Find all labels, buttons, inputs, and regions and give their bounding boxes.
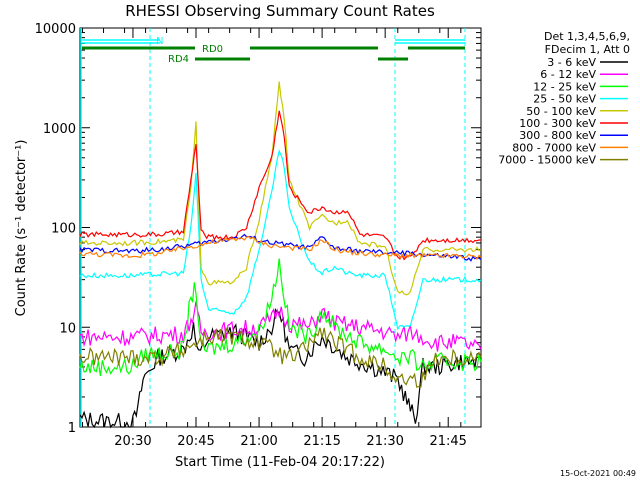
series-line xyxy=(79,307,482,429)
legend: Det 1,3,4,5,6,9, FDecim 1, Att 0 3 - 6 k… xyxy=(498,30,630,167)
legend-label: 50 - 100 keV xyxy=(526,105,596,118)
legend-header-line2: FDecim 1, Att 0 xyxy=(545,43,630,56)
rd0-label: RD0 xyxy=(202,44,223,55)
y-tick-label: 1 xyxy=(68,421,76,436)
legend-label: 3 - 6 keV xyxy=(547,56,596,69)
legend-label: 25 - 50 keV xyxy=(533,93,596,106)
legend-header-line1: Det 1,3,4,5,6,9, xyxy=(544,30,630,43)
night-label: N xyxy=(156,36,163,47)
legend-label: 12 - 25 keV xyxy=(533,80,596,93)
x-tick-label: 21:30 xyxy=(366,434,403,449)
y-tick-label: 10 xyxy=(59,321,76,336)
x-tick-label: 20:45 xyxy=(177,434,214,449)
series-line xyxy=(79,233,482,262)
x-tick-labels: 20:30 20:45 21:00 21:15 21:30 21:45 xyxy=(114,434,467,449)
series-line xyxy=(79,258,482,376)
y-tick-label: 10000 xyxy=(35,22,76,37)
y-tick-label: 100 xyxy=(51,222,76,237)
series-line xyxy=(79,235,482,261)
series-line xyxy=(79,81,482,296)
x-tick-label: 20:30 xyxy=(114,434,151,449)
y-tick-labels: 1 10 100 1000 10000 xyxy=(35,22,76,436)
annotation-layer: N RD0 RD4 xyxy=(80,28,466,427)
rd4-label: RD4 xyxy=(168,54,189,65)
series-layer xyxy=(79,81,482,429)
plot-frame xyxy=(79,27,482,428)
y-tick-label: 1000 xyxy=(43,122,76,137)
y-axis-label: Count Rate (s⁻¹ detector⁻¹) xyxy=(14,140,29,317)
legend-label: 300 - 800 keV xyxy=(519,129,596,142)
chart-title: RHESSI Observing Summary Count Rates xyxy=(125,2,435,20)
footer-date: 15-Oct-2021 00:49 xyxy=(560,469,636,478)
x-axis-label: Start Time (11-Feb-04 20:17:22) xyxy=(175,455,385,470)
x-tick-label: 21:15 xyxy=(303,434,340,449)
series-line xyxy=(79,326,482,388)
x-tick-label: 21:00 xyxy=(240,434,277,449)
series-line xyxy=(79,110,481,261)
series-line xyxy=(79,149,482,331)
legend-label: 100 - 300 keV xyxy=(519,117,596,130)
series-line xyxy=(79,301,482,352)
legend-label: 800 - 7000 keV xyxy=(512,141,596,154)
legend-label: 6 - 12 keV xyxy=(540,68,596,81)
legend-label: 7000 - 15000 keV xyxy=(498,154,596,167)
axis-ticks xyxy=(80,27,481,428)
x-tick-label: 21:45 xyxy=(429,434,466,449)
